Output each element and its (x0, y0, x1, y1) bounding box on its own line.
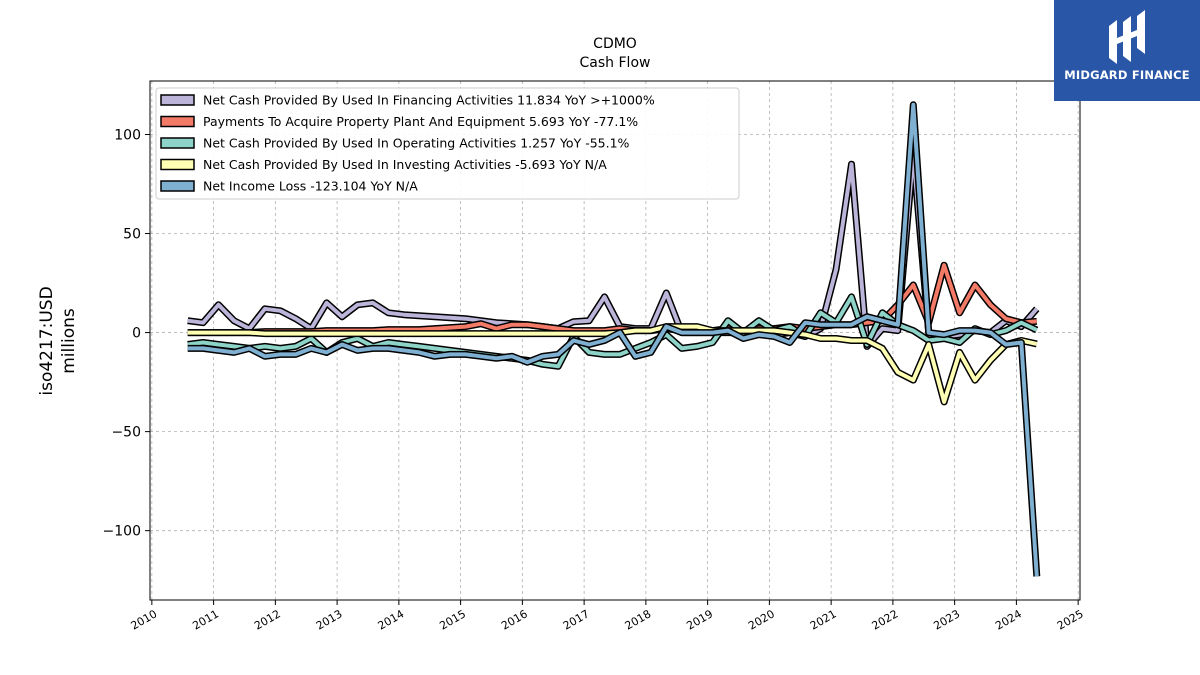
legend: Net Cash Provided By Used In Financing A… (155, 87, 740, 200)
legend-entry-label: Net Cash Provided By Used In Financing A… (203, 93, 655, 108)
x-tick-label: 2023 (931, 607, 962, 632)
legend-swatch (160, 158, 195, 171)
x-tick-label: 2018 (623, 607, 654, 632)
chart-title: CDMO (593, 36, 637, 52)
y-axis: −100 −50 0 50 100 (103, 127, 150, 540)
legend-entry-label: Payments To Acquire Property Plant And E… (203, 114, 638, 129)
y-tick-label: −100 (103, 524, 141, 540)
y-tick-label: 100 (114, 127, 141, 143)
x-tick-label: 2013 (314, 607, 345, 632)
x-tick-label: 2022 (870, 607, 901, 632)
legend-swatch (160, 115, 195, 128)
series-layer (187, 101, 1041, 577)
plot-frame (149, 80, 1081, 601)
y-axis-label-line2: millions (59, 308, 79, 374)
y-tick-label: 50 (123, 227, 141, 243)
y-tick-label: −50 (111, 425, 141, 441)
legend-swatch (160, 94, 195, 106)
legend-swatch (160, 180, 195, 192)
x-tick-label: 2012 (252, 607, 283, 632)
x-axis: 2010 2011 2012 2013 2014 2015 2016 2017 2018 2019… (129, 600, 1086, 633)
x-tick-label: 2010 (129, 607, 160, 632)
y-axis-label-line1: iso4217:USD (37, 286, 57, 395)
series-line (187, 102, 1039, 577)
x-tick-label: 2016 (499, 607, 530, 632)
x-tick-label: 2015 (437, 607, 468, 632)
midgard-finance-logo: MIDGARD FINANCE (1054, 0, 1200, 101)
legend-entry-label: Net Income Loss -123.104 YoY N/A (203, 179, 418, 194)
legend-entry-label: Net Cash Provided By Used In Investing A… (203, 157, 607, 172)
x-tick-label: 2020 (746, 607, 777, 632)
series-line (187, 152, 1039, 349)
x-tick-label: 2014 (376, 607, 407, 632)
x-tick-label: 2017 (561, 607, 592, 632)
x-tick-label: 2011 (190, 607, 221, 632)
legend-swatch (160, 137, 195, 149)
legend-box (155, 87, 740, 200)
midgard-logo-icon (1109, 10, 1145, 64)
logo-text: MIDGARD FINANCE (1064, 68, 1190, 82)
x-tick-label: 2019 (684, 607, 715, 632)
y-tick-label: 0 (132, 326, 141, 342)
x-tick-label: 2024 (993, 607, 1024, 632)
x-tick-label: 2021 (808, 607, 839, 632)
x-tick-label: 2025 (1055, 607, 1086, 632)
chart-subtitle: Cash Flow (580, 55, 651, 71)
legend-entry-label: Net Cash Provided By Used In Operating A… (203, 136, 630, 151)
